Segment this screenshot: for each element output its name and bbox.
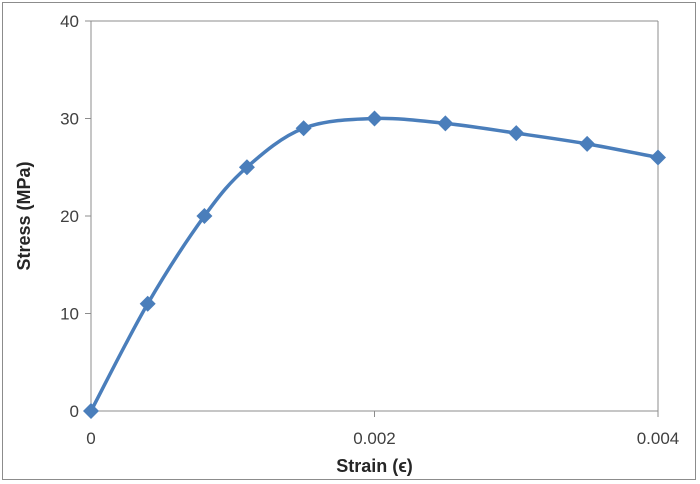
y-tick-label: 0 [70,402,79,421]
data-point-marker [650,149,666,166]
x-tick-label: 0.002 [353,429,396,448]
x-ticks: 0 0.002 0.004 [86,411,679,448]
series-markers [83,110,666,419]
y-tick-label: 10 [60,305,79,324]
data-point-marker [295,120,312,137]
data-point-marker [508,125,525,142]
y-tick-label: 40 [60,12,79,31]
axes [90,20,659,412]
y-ticks: 0 10 20 30 40 [60,12,91,421]
chart-frame [2,2,696,480]
data-point-marker [83,403,99,419]
data-point-marker [196,208,213,224]
data-point-marker [238,159,255,176]
data-point-marker [366,110,383,127]
x-tick-label: 0.004 [637,429,680,448]
y-axis-title: Stress (MPa) [14,161,34,270]
data-point-marker [437,115,454,132]
x-axis-title: Strain (ϵ) [336,456,413,476]
series-line [89,116,660,413]
x-tick-label: 0 [86,429,95,448]
y-tick-label: 30 [60,110,79,129]
data-point-marker [139,295,156,312]
data-point-marker [579,135,596,152]
y-tick-label: 20 [60,207,79,226]
